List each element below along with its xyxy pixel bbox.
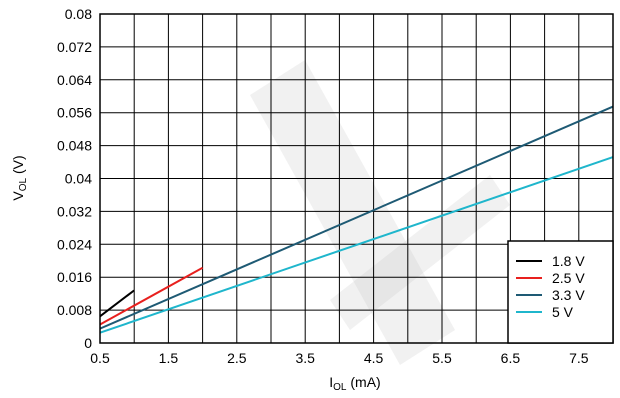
x-tick-label: 3.5 — [295, 350, 315, 366]
y-tick-label: 0.072 — [57, 39, 92, 55]
x-axis-label: IOL (mA) — [329, 374, 380, 393]
x-tick-label: 6.5 — [501, 350, 521, 366]
y-tick-labels: 0 0.008 0.016 0.024 0.032 0.04 0.048 0.056 0.064… — [57, 6, 92, 351]
y-axis-label-main: V — [10, 191, 26, 201]
x-axis-label-sub: OL — [333, 382, 347, 393]
y-tick-label: 0.032 — [57, 203, 92, 219]
legend-label: 1.8 V — [552, 253, 585, 269]
series-group — [99, 105, 614, 334]
legend: 1.8 V2.5 V3.3 V5 V — [507, 240, 614, 344]
y-tick-label: 0.04 — [65, 171, 92, 187]
series-line-3-3-V — [99, 105, 614, 330]
legend-label: 3.3 V — [552, 287, 585, 303]
y-tick-label: 0.056 — [57, 105, 92, 121]
x-tick-label: 4.5 — [364, 350, 384, 366]
legend-box — [507, 240, 614, 344]
x-tick-labels: 0.5 1.5 2.5 3.5 4.5 5.5 6.5 7.5 — [90, 350, 588, 366]
series-line-2-5-V — [99, 266, 204, 326]
y-tick-label: 0.024 — [57, 236, 92, 252]
y-tick-label: 0.048 — [57, 138, 92, 154]
legend-label: 2.5 V — [552, 270, 585, 286]
x-tick-label: 0.5 — [90, 350, 110, 366]
y-axis-label-unit: (V) — [10, 155, 26, 178]
series-line-1-8-V — [99, 289, 135, 318]
series-line-5-V — [99, 156, 614, 334]
y-tick-label: 0.008 — [57, 302, 92, 318]
y-tick-label: 0.016 — [57, 269, 92, 285]
y-tick-label: 0.08 — [65, 6, 92, 22]
watermark — [250, 60, 510, 365]
legend-label: 5 V — [552, 304, 574, 320]
y-tick-label: 0 — [84, 335, 92, 351]
x-tick-label: 1.5 — [159, 350, 179, 366]
y-tick-label: 0.064 — [57, 72, 92, 88]
y-axis-label-sub: OL — [18, 178, 29, 192]
x-tick-label: 2.5 — [227, 350, 247, 366]
y-axis-label: VOL (V) — [10, 155, 29, 200]
plot-frame — [99, 13, 614, 344]
x-axis-label-unit: (mA) — [347, 374, 381, 390]
x-tick-label: 5.5 — [432, 350, 452, 366]
x-axis-label-main: I — [329, 374, 333, 390]
x-tick-label: 7.5 — [569, 350, 589, 366]
